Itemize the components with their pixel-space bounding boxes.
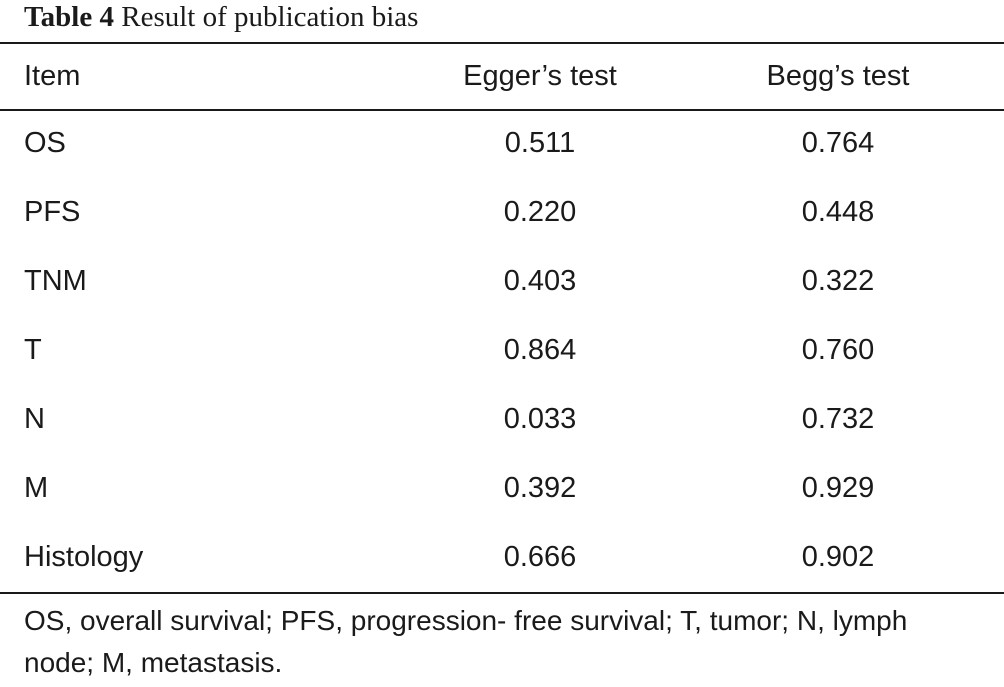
table-top-rule (0, 42, 1004, 44)
cell-egger: 0.403 (503, 265, 577, 297)
cell-item: M (24, 472, 49, 504)
cell-item: OS (24, 127, 66, 159)
cell-egger: 0.220 (503, 196, 577, 228)
header-begg-test: Begg’s test (766, 60, 910, 92)
table-header-rule (0, 109, 1004, 111)
table-row: M 0.392 0.929 (0, 454, 1004, 523)
header-item: Item (24, 60, 81, 92)
cell-begg: 0.732 (801, 403, 875, 435)
header-egger-test: Egger’s test (463, 60, 617, 92)
cell-egger: 0.864 (503, 334, 577, 366)
table-caption-label: Table 4 (24, 1, 114, 33)
cell-item: Histology (24, 541, 144, 573)
table-caption-text: Result of publication bias (121, 1, 419, 33)
cell-begg: 0.448 (801, 196, 875, 228)
table-bottom-rule (0, 592, 1004, 594)
publication-bias-table: Item Egger’s test Begg’s test OS 0.511 0… (0, 44, 1004, 592)
table-header-row: Item Egger’s test Begg’s test (0, 44, 1004, 109)
cell-item: N (24, 403, 45, 435)
cell-item: T (24, 334, 42, 366)
cell-begg: 0.760 (801, 334, 875, 366)
table-row: OS 0.511 0.764 (0, 109, 1004, 178)
table-caption: Table 4 Result of publication bias (24, 0, 418, 36)
table-row: N 0.033 0.732 (0, 385, 1004, 454)
table-row: PFS 0.220 0.448 (0, 178, 1004, 247)
cell-egger: 0.392 (503, 472, 577, 504)
table-row: T 0.864 0.760 (0, 316, 1004, 385)
cell-egger: 0.666 (503, 541, 577, 573)
cell-item: PFS (24, 196, 81, 228)
cell-begg: 0.929 (801, 472, 875, 504)
table-row: Histology 0.666 0.902 (0, 523, 1004, 592)
table-row: TNM 0.403 0.322 (0, 247, 1004, 316)
cell-item: TNM (24, 265, 87, 297)
cell-begg: 0.764 (801, 127, 875, 159)
cell-egger: 0.511 (504, 127, 576, 159)
cell-egger: 0.033 (503, 403, 577, 435)
cell-begg: 0.902 (801, 541, 875, 573)
cell-begg: 0.322 (801, 265, 875, 297)
table-footnote: OS, overall survival; PFS, progression- … (24, 605, 908, 678)
